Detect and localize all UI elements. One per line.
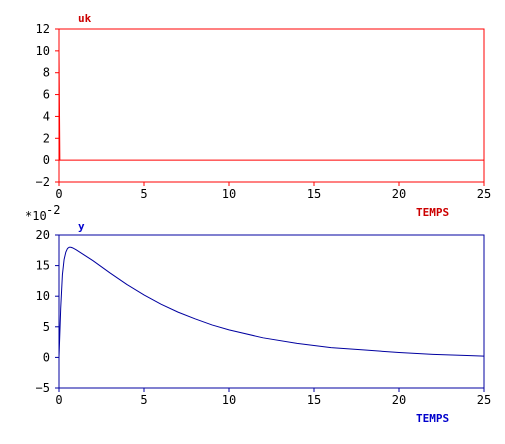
bottom-y-tick-label: 10 [36,289,50,303]
bottom-y-tick-label: 5 [43,320,50,334]
top-y-tick-label: 0 [43,153,50,167]
bottom-series-line [58,246,485,358]
top-x-axis-label: TEMPS [416,206,449,219]
top-x-tick-label: 0 [55,187,62,201]
bottom-x-ticks: 0 5 10 15 20 25 [55,388,491,407]
top-chart: 0 5 10 15 20 25 −2 0 2 4 6 8 10 12 uk TEMPS [36,12,492,219]
bottom-y-tick-label: 20 [36,228,50,242]
bottom-scale-exponent: -2 [46,203,60,217]
bottom-series-group [58,246,485,358]
top-y-ticks: −2 0 2 4 6 8 10 12 [36,22,59,189]
top-x-tick-label: 5 [140,187,147,201]
top-y-tick-label: 8 [43,66,50,80]
bottom-y-tick-label: 0 [43,350,50,364]
top-x-ticks: 0 5 10 15 20 25 [55,182,491,201]
bottom-x-axis-label: TEMPS [416,412,449,425]
bottom-x-tick-label: 10 [222,393,236,407]
bottom-y-tick-label: −5 [36,381,50,395]
top-x-tick-label: 15 [307,187,321,201]
bottom-plot-frame [58,234,485,389]
top-y-tick-label: 6 [43,88,50,102]
top-x-tick-label: 10 [222,187,236,201]
top-y-tick-label: 2 [43,131,50,145]
bottom-x-tick-label: 20 [392,393,406,407]
top-x-tick-label: 25 [477,187,491,201]
top-x-tick-label: 20 [392,187,406,201]
bottom-x-tick-label: 25 [477,393,491,407]
bottom-y-ticks: −5 0 5 10 15 20 [36,228,59,395]
top-plot-frame [58,28,485,183]
bottom-scale-note: *10 [25,209,47,223]
bottom-x-tick-label: 15 [307,393,321,407]
top-series-group [58,50,484,161]
bottom-series-label: y [78,220,85,233]
bottom-chart: 0 5 10 15 20 25 −5 0 5 10 15 20 *10 -2 y TEMPS [25,203,491,425]
top-y-tick-label: 12 [36,22,50,36]
top-y-tick-label: 4 [43,109,50,123]
top-y-tick-label: −2 [36,175,50,189]
bottom-y-tick-label: 15 [36,259,50,273]
bottom-x-tick-label: 0 [55,393,62,407]
top-series-line [58,50,484,161]
top-series-label: uk [78,12,92,25]
bottom-x-tick-label: 5 [140,393,147,407]
top-y-tick-label: 10 [36,44,50,58]
